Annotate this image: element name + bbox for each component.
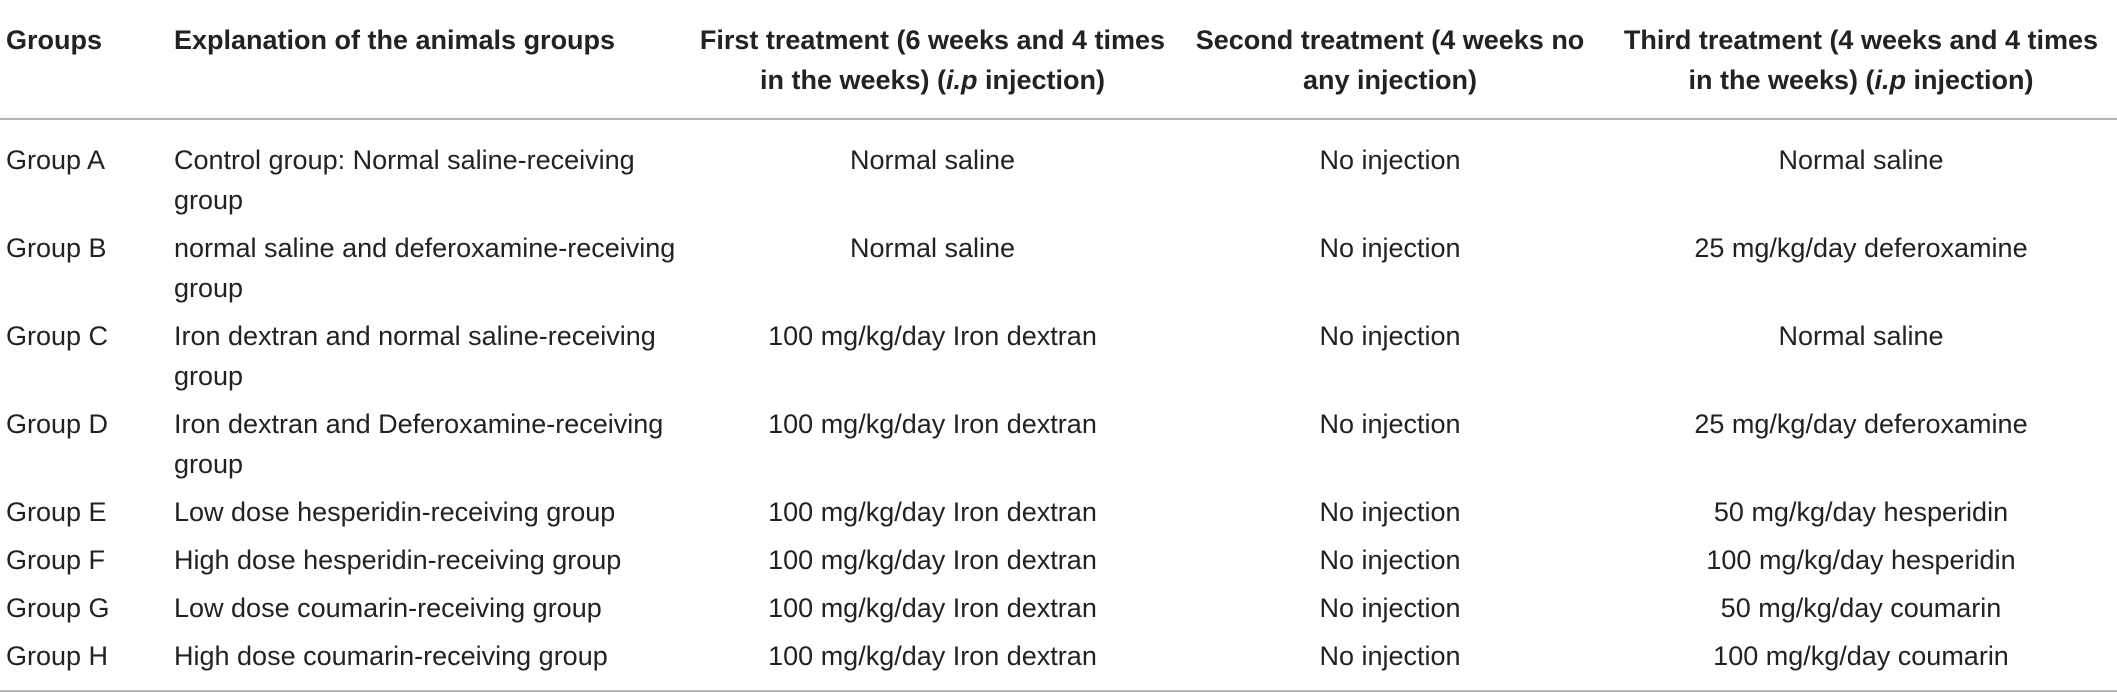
cell-first-treatment: 100 mg/kg/day Iron dextran bbox=[768, 321, 1097, 351]
table-row: Group F High dose hesperidin-receiving g… bbox=[0, 536, 2117, 584]
cell-group: Group G bbox=[6, 593, 110, 623]
cell-third-treatment: Normal saline bbox=[1778, 321, 1944, 351]
cell-explanation: Iron dextran and Deferoxamine-receiving … bbox=[174, 409, 664, 479]
table-row: Group A Control group: Normal saline-rec… bbox=[0, 119, 2117, 224]
cell-explanation: normal saline and deferoxamine-receiving… bbox=[174, 233, 676, 303]
cell-second-treatment: No injection bbox=[1319, 321, 1461, 351]
cell-third-treatment: Normal saline bbox=[1778, 145, 1944, 175]
table-row: Group C Iron dextran and normal saline-r… bbox=[0, 312, 2117, 400]
table-row: Group H High dose coumarin-receiving gro… bbox=[0, 632, 2117, 692]
header-first-treatment: First treatment (6 weeks and 4 times in … bbox=[690, 8, 1175, 120]
cell-third-treatment: 50 mg/kg/day hesperidin bbox=[1713, 497, 2009, 527]
cell-first-treatment: 100 mg/kg/day Iron dextran bbox=[690, 632, 1175, 692]
header-second-treatment: Second treatment (4 weeks no any injecti… bbox=[1175, 8, 1605, 120]
cell-second-treatment: No injection bbox=[1175, 632, 1605, 692]
cell-second-treatment: No injection bbox=[1319, 593, 1461, 623]
table-header: Groups Explanation of the animals groups… bbox=[0, 8, 2117, 120]
cell-group: Group B bbox=[6, 233, 107, 263]
cell-second-treatment: No injection bbox=[1319, 497, 1461, 527]
cell-group: Group E bbox=[6, 497, 107, 527]
cell-third-treatment: 100 mg/kg/day hesperidin bbox=[1706, 545, 2016, 575]
cell-third-treatment: 50 mg/kg/day coumarin bbox=[1720, 593, 2002, 623]
table-body: Group A Control group: Normal saline-rec… bbox=[0, 119, 2117, 692]
cell-third-treatment: 100 mg/kg/day coumarin bbox=[1605, 632, 2117, 692]
cell-explanation: Low dose coumarin-receiving group bbox=[174, 593, 602, 623]
table-row: Group B normal saline and deferoxamine-r… bbox=[0, 224, 2117, 312]
cell-explanation: High dose hesperidin-receiving group bbox=[174, 545, 622, 575]
table-row: Group E Low dose hesperidin-receiving gr… bbox=[0, 488, 2117, 536]
treatment-groups-table: Groups Explanation of the animals groups… bbox=[0, 8, 2117, 692]
cell-group: Group C bbox=[6, 321, 109, 351]
cell-explanation: High dose coumarin-receiving group bbox=[170, 632, 690, 692]
cell-first-treatment: 100 mg/kg/day Iron dextran bbox=[768, 497, 1097, 527]
cell-third-treatment: 25 mg/kg/day deferoxamine bbox=[1694, 233, 2028, 263]
header-third-treatment-suffix: injection) bbox=[1906, 65, 2034, 95]
header-first-treatment-suffix: injection) bbox=[977, 65, 1106, 95]
cell-group: Group F bbox=[6, 545, 106, 575]
header-third-treatment: Third treatment (4 weeks and 4 times in … bbox=[1605, 8, 2117, 120]
table-row: Group G Low dose coumarin-receiving grou… bbox=[0, 584, 2117, 632]
header-groups: Groups bbox=[0, 8, 170, 120]
cell-second-treatment: No injection bbox=[1319, 409, 1461, 439]
header-row: Groups Explanation of the animals groups… bbox=[0, 8, 2117, 120]
cell-group: Group A bbox=[6, 145, 106, 175]
cell-third-treatment: 25 mg/kg/day deferoxamine bbox=[1694, 409, 2028, 439]
header-third-treatment-route: i.p bbox=[1874, 65, 1907, 95]
cell-second-treatment: No injection bbox=[1319, 233, 1461, 263]
cell-second-treatment: No injection bbox=[1319, 545, 1461, 575]
cell-explanation: Control group: Normal saline-receiving g… bbox=[174, 145, 635, 215]
cell-first-treatment: 100 mg/kg/day Iron dextran bbox=[768, 409, 1097, 439]
header-first-treatment-route: i.p bbox=[946, 65, 978, 95]
cell-first-treatment: Normal saline bbox=[849, 233, 1016, 263]
cell-first-treatment: Normal saline bbox=[849, 145, 1016, 175]
header-explanation: Explanation of the animals groups bbox=[170, 8, 690, 120]
header-third-treatment-text: Third treatment (4 weeks and 4 times in … bbox=[1623, 25, 2099, 95]
cell-first-treatment: 100 mg/kg/day Iron dextran bbox=[768, 593, 1097, 623]
cell-explanation: Low dose hesperidin-receiving group bbox=[174, 497, 616, 527]
cell-group: Group D bbox=[6, 409, 109, 439]
table-row: Group D Iron dextran and Deferoxamine-re… bbox=[0, 400, 2117, 488]
cell-first-treatment: 100 mg/kg/day Iron dextran bbox=[768, 545, 1097, 575]
cell-second-treatment: No injection bbox=[1319, 145, 1461, 175]
cell-group: Group H bbox=[0, 632, 170, 692]
cell-explanation: Iron dextran and normal saline-receiving… bbox=[174, 321, 656, 391]
header-first-treatment-text: First treatment (6 weeks and 4 times in … bbox=[699, 25, 1166, 95]
